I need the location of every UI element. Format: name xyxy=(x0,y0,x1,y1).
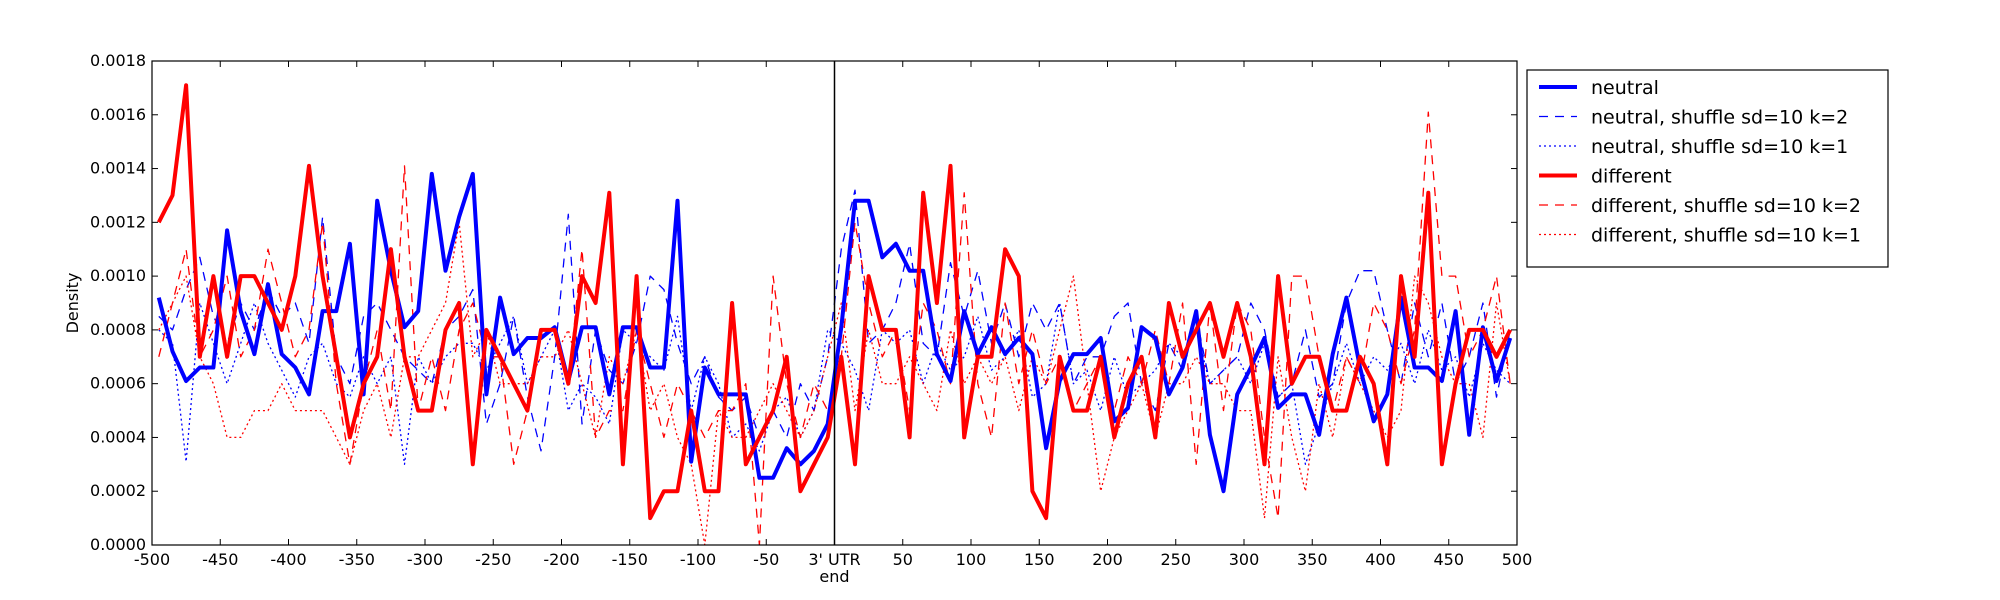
legend-box xyxy=(1526,69,1889,268)
x-tick-label: -350 xyxy=(339,550,375,569)
y-tick-label: 0.0000 xyxy=(90,535,146,554)
y-tick-label: 0.0010 xyxy=(90,266,146,285)
x-tick-label: 450 xyxy=(1433,550,1464,569)
legend-label-1: neutral xyxy=(1591,77,1659,99)
legend-label-3: neutral, shuffle sd=10 k=1 xyxy=(1591,136,1848,158)
x-tick-label: 250 xyxy=(1160,550,1191,569)
legend-label-4: different xyxy=(1591,166,1672,188)
legend-label-6: different, shuffle sd=10 k=1 xyxy=(1591,225,1861,247)
x-tick-label: 350 xyxy=(1297,550,1328,569)
series-line-6 xyxy=(158,221,1511,545)
y-tick-label: 0.0018 xyxy=(90,51,146,70)
x-tick-label: -500 xyxy=(134,550,170,569)
x-tick-label: 100 xyxy=(956,550,987,569)
y-tick-label: 0.0004 xyxy=(90,427,146,446)
legend-label-2: neutral, shuffle sd=10 k=2 xyxy=(1591,107,1848,129)
legend-label-5: different, shuffle sd=10 k=2 xyxy=(1591,195,1861,217)
y-tick-label: 0.0006 xyxy=(90,374,146,393)
x-tick-label: 200 xyxy=(1092,550,1123,569)
x-tick-label: 400 xyxy=(1365,550,1396,569)
tick-layer: -500 -450 -400 -350 -300 -250 -200 -150 -100 -50 3… xyxy=(90,51,1532,569)
x-tick-label: 300 xyxy=(1229,550,1260,569)
legend: neutral neutral, shuffle sd=10 k=2 neutral… xyxy=(1526,69,1889,268)
x-tick-label: -400 xyxy=(270,550,306,569)
x-axis-label: end xyxy=(819,567,849,586)
y-tick-label: 0.0012 xyxy=(90,212,146,231)
x-tick-label: -450 xyxy=(202,550,238,569)
x-tick-label: 50 xyxy=(893,550,913,569)
x-tick-label: -100 xyxy=(680,550,716,569)
y-axis-label: Density xyxy=(63,273,82,334)
x-tick-label: -50 xyxy=(753,550,779,569)
y-tick-label: 0.0002 xyxy=(90,481,146,500)
y-tick-label: 0.0016 xyxy=(90,105,146,124)
x-tick-label: -200 xyxy=(543,550,579,569)
x-tick-label: -150 xyxy=(612,550,648,569)
x-tick-label: 3' UTR xyxy=(808,550,860,569)
x-tick-label: 500 xyxy=(1502,550,1533,569)
x-tick-label: 150 xyxy=(1024,550,1055,569)
x-tick-label: -300 xyxy=(407,550,443,569)
y-tick-label: 0.0014 xyxy=(90,159,146,178)
y-tick-label: 0.0008 xyxy=(90,320,146,339)
x-tick-label: -250 xyxy=(475,550,511,569)
